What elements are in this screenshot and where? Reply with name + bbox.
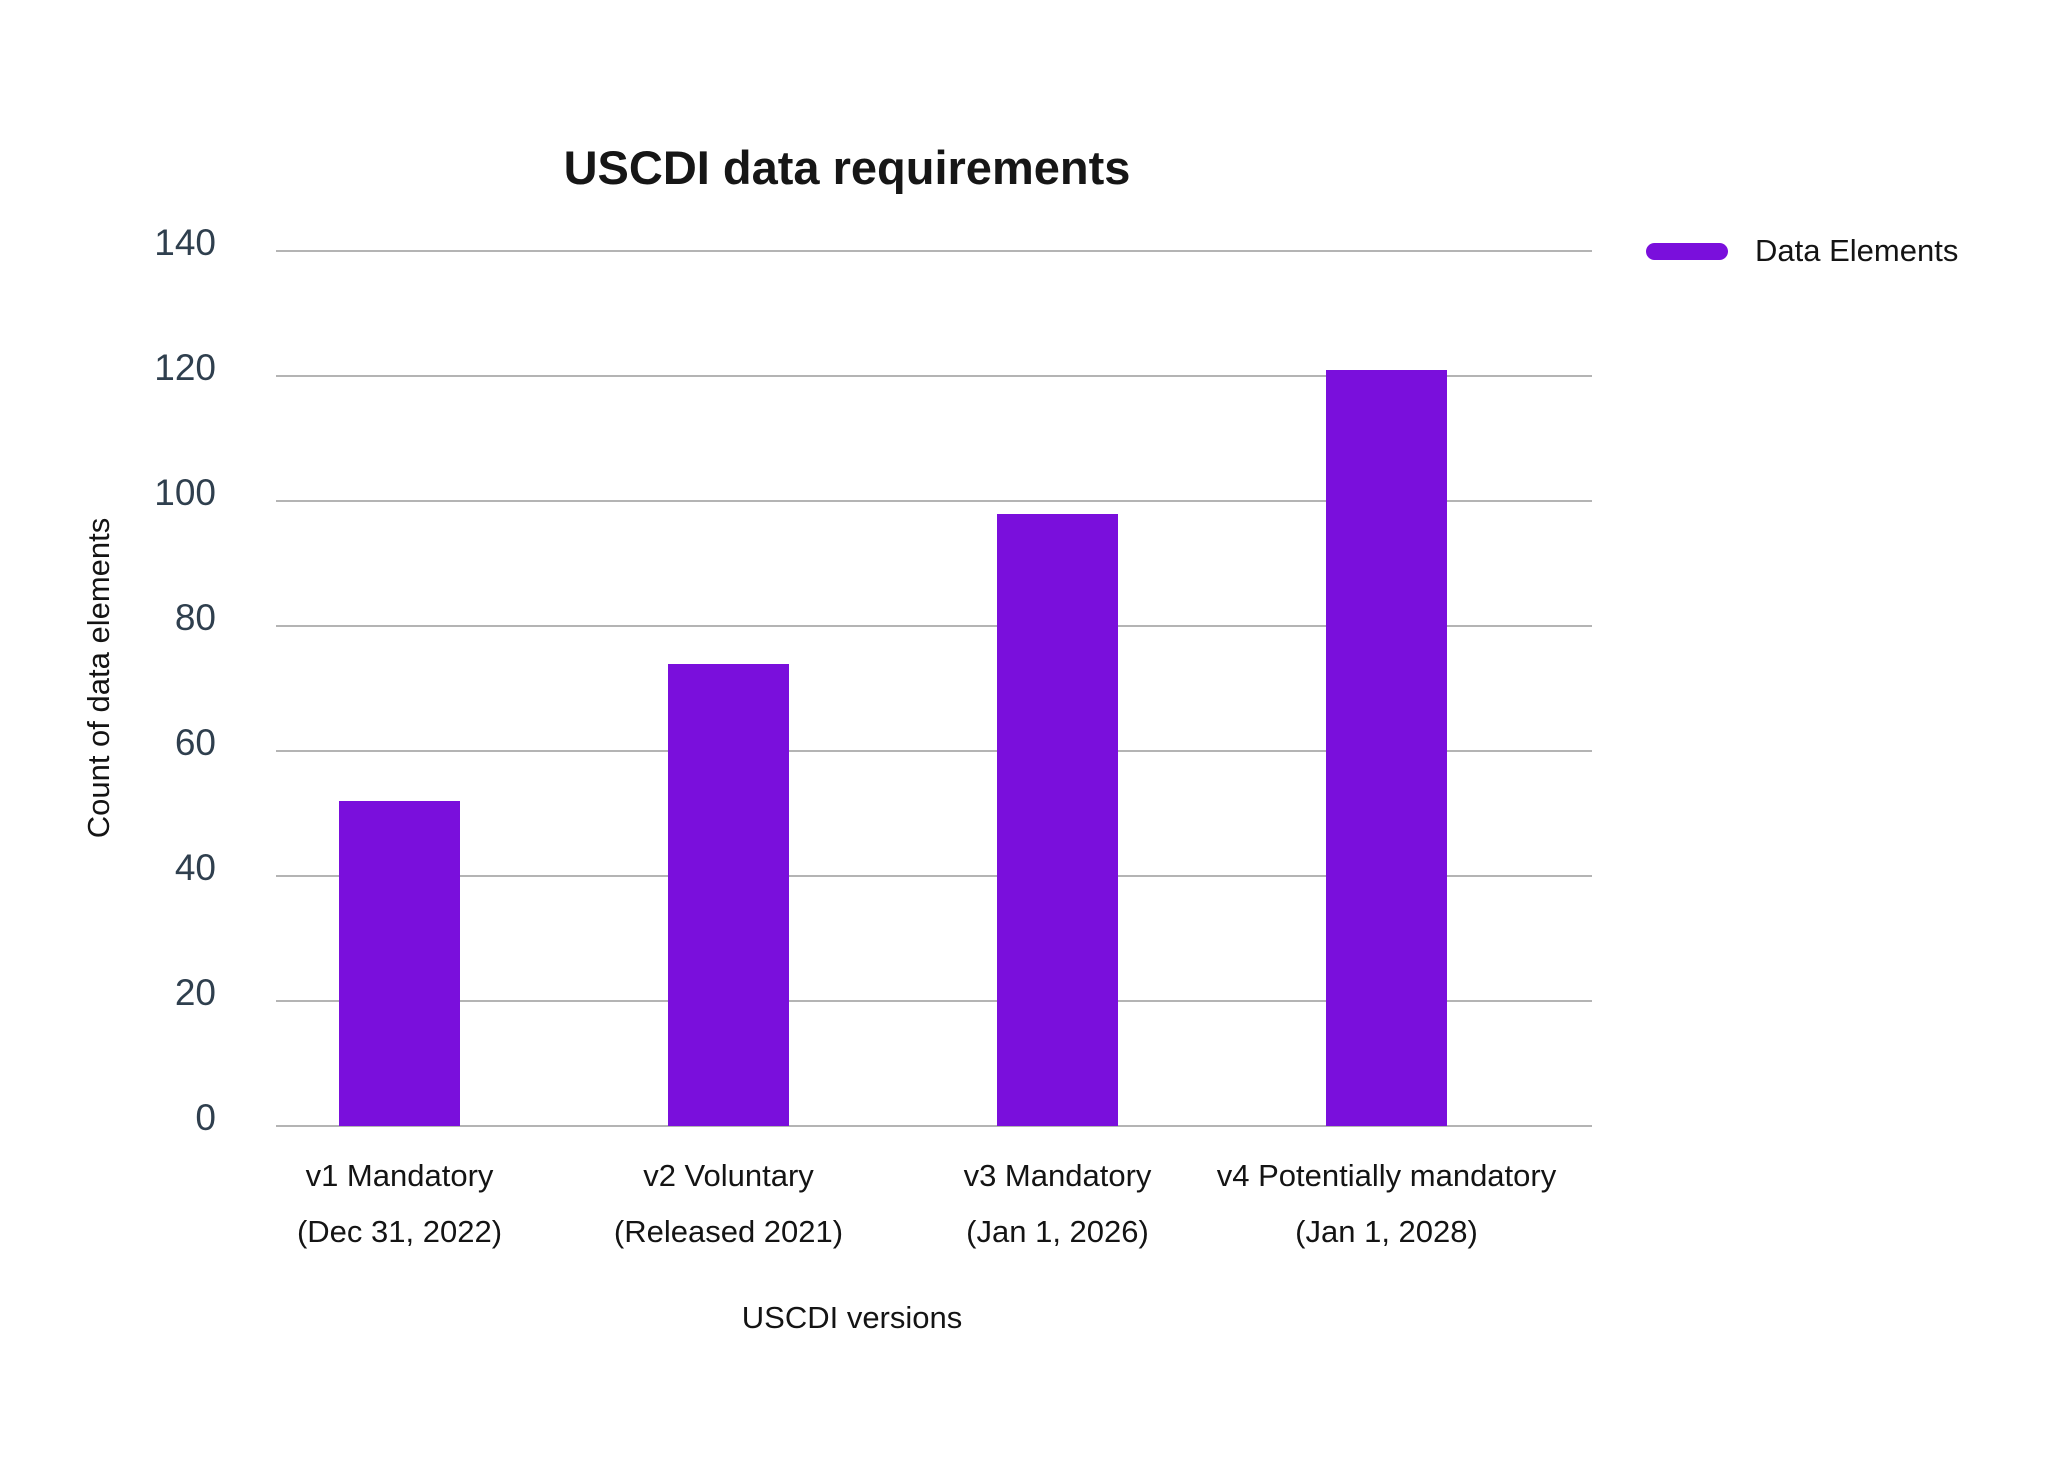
x-category-label-line1: v1 Mandatory bbox=[305, 1158, 494, 1193]
x-category-label-line1: v2 Voluntary bbox=[643, 1158, 814, 1193]
bar bbox=[668, 663, 789, 1126]
x-category-label-line2: (Jan 1, 2028) bbox=[1295, 1214, 1478, 1249]
gridline bbox=[276, 500, 1592, 502]
y-tick-label: 140 bbox=[154, 222, 216, 263]
x-category-label-line1: v3 Mandatory bbox=[963, 1158, 1152, 1193]
legend-swatch bbox=[1646, 242, 1728, 260]
bar bbox=[1326, 369, 1447, 1126]
x-category-label: v3 Mandatory (Jan 1, 2026) bbox=[798, 1148, 1318, 1260]
legend: Data Elements bbox=[1646, 229, 1958, 273]
x-category-label-line2: (Released 2021) bbox=[613, 1214, 844, 1249]
x-category-label: v4 Potentially mandatory (Jan 1, 2028) bbox=[1127, 1148, 1647, 1260]
gridline bbox=[276, 250, 1592, 252]
gridline bbox=[276, 1125, 1592, 1127]
x-category-label-line2: (Dec 31, 2022) bbox=[296, 1214, 503, 1249]
x-axis-title: USCDI versions bbox=[741, 1300, 963, 1335]
y-tick-label: 120 bbox=[154, 347, 216, 388]
y-tick-label: 80 bbox=[174, 597, 216, 638]
y-tick-label: 20 bbox=[174, 972, 216, 1013]
bar bbox=[997, 513, 1118, 1126]
chart-title: USCDI data requirements bbox=[563, 141, 1131, 194]
gridline bbox=[276, 750, 1592, 752]
bar bbox=[339, 801, 460, 1126]
x-category-label: v1 Mandatory (Dec 31, 2022) bbox=[140, 1148, 660, 1260]
gridline bbox=[276, 625, 1592, 627]
x-category-label: v2 Voluntary (Released 2021) bbox=[469, 1148, 989, 1260]
y-tick-label: 100 bbox=[154, 472, 216, 513]
x-category-label-line1: v4 Potentially mandatory bbox=[1216, 1158, 1557, 1193]
x-category-label-line2: (Jan 1, 2026) bbox=[966, 1214, 1149, 1249]
y-tick-label: 0 bbox=[195, 1097, 216, 1138]
y-tick-label: 40 bbox=[174, 847, 216, 888]
gridline bbox=[276, 875, 1592, 877]
legend-label: Data Elements bbox=[1755, 233, 1959, 268]
gridline bbox=[276, 1000, 1592, 1002]
plot-area bbox=[276, 250, 1592, 1127]
y-tick-label: 60 bbox=[174, 722, 216, 763]
y-axis-title: Count of data elements bbox=[81, 517, 116, 839]
gridline bbox=[276, 375, 1592, 377]
